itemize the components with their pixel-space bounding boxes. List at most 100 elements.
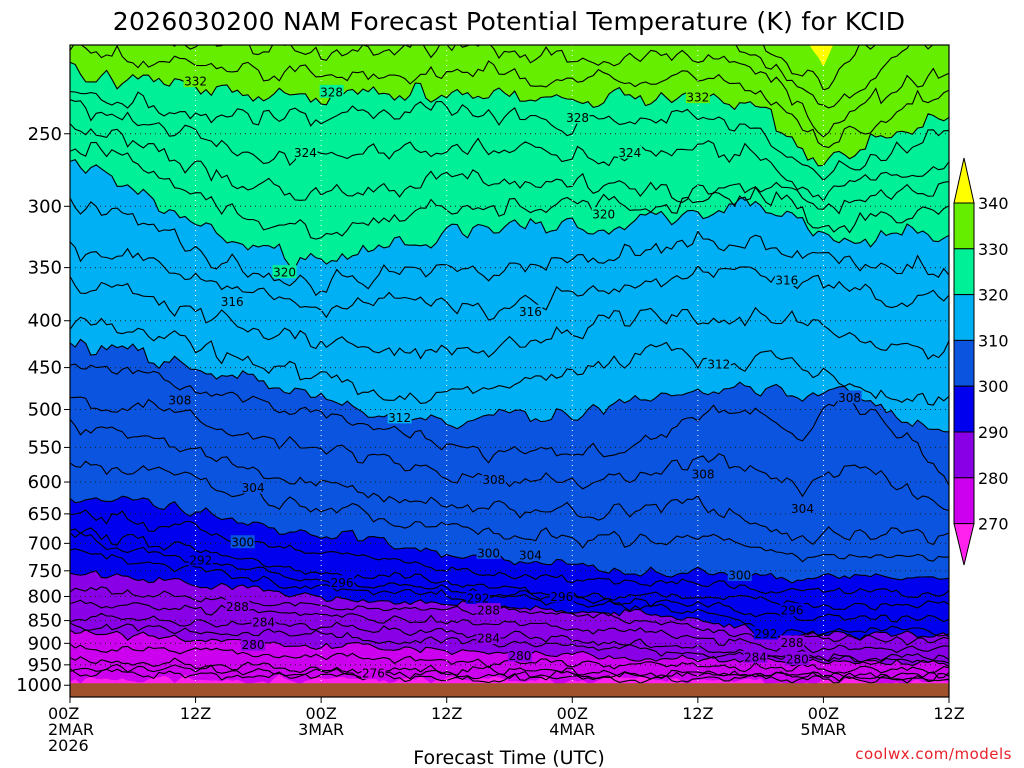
contour-label: 308	[692, 467, 715, 481]
contour-label: 316	[775, 273, 798, 287]
isentrope-274	[70, 663, 949, 683]
contour-label: 284	[744, 650, 767, 664]
colorbar-label: 320	[978, 286, 1009, 305]
x-tick-label: 00Z	[808, 704, 839, 723]
colorbar-bottom-arrow	[953, 523, 975, 566]
contour-label: 312	[388, 411, 411, 425]
contour-label: 316	[221, 295, 244, 309]
colorbar-label: 310	[978, 331, 1009, 350]
contour-label-bg	[507, 648, 532, 662]
contour-label-bg	[476, 630, 501, 644]
contour-label-bg	[387, 410, 412, 424]
x-tick-label: 00Z	[557, 704, 588, 723]
contour-label: 324	[294, 146, 317, 160]
contour-label-bg	[241, 637, 266, 651]
contour-label: 332	[184, 75, 207, 89]
y-axis: 2503003504004505005506006507007508008509…	[16, 124, 70, 696]
contour-label: 296	[781, 604, 804, 618]
contour-label-bg	[241, 480, 266, 494]
contour-label-bg	[565, 110, 590, 124]
contour-label-bg	[188, 553, 213, 567]
y-tick-label: 350	[28, 258, 62, 279]
contour-label-bg	[727, 568, 752, 582]
y-tick-label: 450	[28, 358, 62, 379]
contour-label-bg	[790, 501, 815, 515]
contour-label-bg	[183, 74, 208, 88]
contour-label: 280	[509, 649, 532, 663]
contour-label-bg	[780, 635, 805, 649]
colorbar-label: 300	[978, 377, 1009, 396]
x-tick-label: 12Z	[682, 704, 713, 723]
colorbar-box-320	[953, 248, 975, 296]
isentrope-292	[70, 548, 949, 638]
contour-label: 288	[226, 600, 249, 614]
isentrope-308	[70, 363, 949, 486]
y-tick-label: 250	[28, 124, 62, 145]
contour-label: 280	[242, 638, 265, 652]
y-tick-label: 850	[28, 611, 62, 632]
contour-labels: 332 328 328 332 324 324 320 320 316 316 316 312 312 3…	[167, 74, 862, 681]
contour-label-bg	[466, 590, 491, 604]
grid-lines	[70, 45, 949, 697]
colorbar-label: 290	[978, 423, 1009, 442]
contour-label-bg	[330, 575, 355, 589]
x-tick-label: 4MAR	[549, 720, 595, 739]
x-tick-label: 3MAR	[298, 720, 344, 739]
contour-label-bg	[518, 304, 543, 318]
contour-label-bg	[785, 651, 810, 665]
contour-label-bg	[685, 90, 710, 104]
x-axis-label: Forecast Time (UTC)	[413, 747, 604, 768]
isentrope-330	[70, 61, 949, 167]
contour-label: 316	[519, 305, 542, 319]
contour-label-bg	[617, 145, 642, 159]
colorbar-label: 270	[978, 515, 1009, 534]
x-tick-label: 12Z	[180, 704, 211, 723]
isentrope-300	[70, 495, 949, 584]
contour-label: 292	[754, 627, 777, 641]
plot-area: 332 328 328 332 324 324 320 320 316 316 316 312 312 3…	[70, 45, 949, 697]
contour-label: 328	[320, 85, 343, 99]
x-tick-label: 00Z	[48, 704, 79, 723]
y-tick-label: 750	[28, 561, 62, 582]
colorbar-label: 340	[978, 194, 1009, 213]
contour-label-bg	[319, 84, 344, 98]
y-tick-label: 700	[28, 533, 62, 554]
y-tick-label: 800	[28, 586, 62, 607]
isentrope-332	[70, 45, 949, 149]
contour-label: 304	[242, 481, 265, 495]
contour-label-bg	[753, 626, 778, 640]
contour-label-bg	[476, 603, 501, 617]
contour-label: 300	[728, 569, 751, 583]
y-tick-label: 900	[28, 633, 62, 654]
chart-title: 2026030200 NAM Forecast Potential Temper…	[113, 7, 906, 36]
colorbar-box-300	[953, 339, 975, 387]
isentrope-306	[70, 396, 949, 512]
contour-label-bg	[251, 614, 276, 628]
contour-label: 300	[231, 536, 254, 550]
y-tick-label: 950	[28, 655, 62, 676]
isentrope-322	[70, 141, 949, 240]
contour-label: 304	[519, 549, 542, 563]
isentrope-310	[70, 338, 949, 433]
x-tick-label: 2MAR	[48, 720, 94, 739]
contour-label-bg	[591, 207, 616, 221]
contour-label-bg	[780, 603, 805, 617]
contour-label: 308	[168, 393, 191, 407]
isentrope-338	[762, 45, 877, 91]
x-tick-label: 2026	[48, 736, 89, 755]
isentrope-276	[70, 656, 949, 680]
x-tick-label: 5MAR	[800, 720, 846, 739]
credit-text: coolwx.com/models	[855, 745, 1012, 763]
contour-label-bg	[361, 666, 386, 680]
contour-label: 284	[252, 615, 275, 629]
contour-label-bg	[225, 599, 250, 613]
contour-label-bg	[476, 545, 501, 559]
contour-label: 300	[477, 546, 500, 560]
isentrope-320	[70, 159, 949, 269]
colorbar-box-270	[953, 477, 975, 525]
isentrope-314	[70, 276, 949, 360]
contour-label-bg	[837, 390, 862, 404]
y-tick-label: 400	[28, 311, 62, 332]
